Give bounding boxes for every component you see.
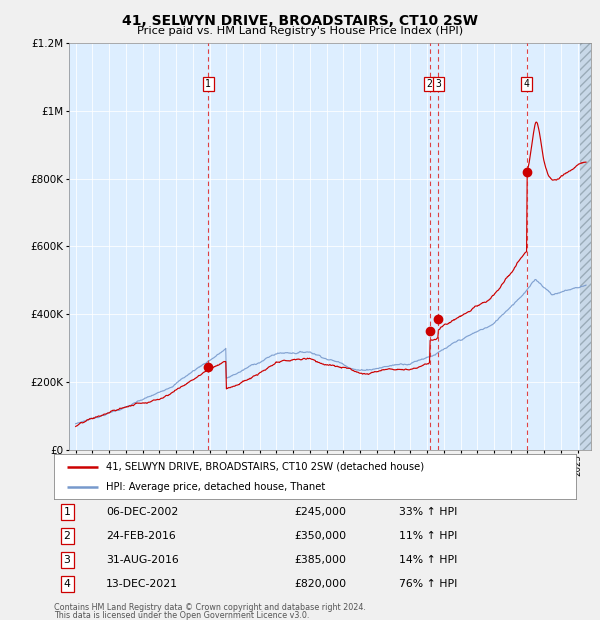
Text: 1: 1 (205, 79, 211, 89)
Text: £820,000: £820,000 (294, 580, 346, 590)
Text: 4: 4 (64, 580, 70, 590)
Text: £385,000: £385,000 (294, 556, 346, 565)
Text: 76% ↑ HPI: 76% ↑ HPI (398, 580, 457, 590)
Text: HPI: Average price, detached house, Thanet: HPI: Average price, detached house, Than… (106, 482, 325, 492)
Text: This data is licensed under the Open Government Licence v3.0.: This data is licensed under the Open Gov… (54, 611, 310, 620)
Text: 33% ↑ HPI: 33% ↑ HPI (398, 507, 457, 517)
Text: 3: 3 (64, 556, 70, 565)
Text: 3: 3 (436, 79, 441, 89)
Text: 2: 2 (64, 531, 70, 541)
Text: 13-DEC-2021: 13-DEC-2021 (106, 580, 178, 590)
Text: 11% ↑ HPI: 11% ↑ HPI (398, 531, 457, 541)
Text: 31-AUG-2016: 31-AUG-2016 (106, 556, 179, 565)
Text: Contains HM Land Registry data © Crown copyright and database right 2024.: Contains HM Land Registry data © Crown c… (54, 603, 366, 613)
Text: 41, SELWYN DRIVE, BROADSTAIRS, CT10 2SW (detached house): 41, SELWYN DRIVE, BROADSTAIRS, CT10 2SW … (106, 461, 424, 472)
Text: 14% ↑ HPI: 14% ↑ HPI (398, 556, 457, 565)
Text: 24-FEB-2016: 24-FEB-2016 (106, 531, 176, 541)
Bar (580, 43, 591, 450)
Text: £245,000: £245,000 (294, 507, 346, 517)
Text: 1: 1 (64, 507, 70, 517)
Bar (580, 43, 591, 450)
Text: £350,000: £350,000 (294, 531, 346, 541)
Text: Price paid vs. HM Land Registry's House Price Index (HPI): Price paid vs. HM Land Registry's House … (137, 26, 463, 36)
Text: 06-DEC-2002: 06-DEC-2002 (106, 507, 178, 517)
Text: 4: 4 (524, 79, 530, 89)
Text: 2: 2 (427, 79, 433, 89)
Text: 41, SELWYN DRIVE, BROADSTAIRS, CT10 2SW: 41, SELWYN DRIVE, BROADSTAIRS, CT10 2SW (122, 14, 478, 28)
